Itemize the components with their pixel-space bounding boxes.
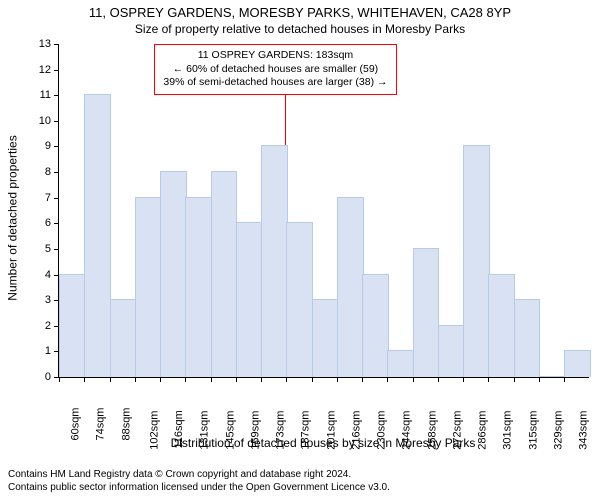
x-tick bbox=[387, 377, 388, 382]
x-tick bbox=[261, 377, 262, 382]
histogram-bar bbox=[312, 299, 339, 377]
y-tick-label: 3 bbox=[45, 294, 59, 306]
y-tick-label: 11 bbox=[40, 89, 59, 101]
x-tick bbox=[135, 377, 136, 382]
x-tick bbox=[312, 377, 313, 382]
annotation-line-2: ← 60% of detached houses are smaller (59… bbox=[163, 63, 387, 77]
x-tick bbox=[362, 377, 363, 382]
x-tick bbox=[514, 377, 515, 382]
footer-attribution: Contains HM Land Registry data © Crown c… bbox=[8, 469, 390, 494]
y-axis-label: Number of detached properties bbox=[5, 51, 19, 384]
histogram-bar bbox=[337, 197, 364, 377]
histogram-bar bbox=[488, 274, 515, 377]
histogram-bar bbox=[438, 325, 465, 377]
histogram-bar bbox=[84, 94, 111, 377]
x-tick bbox=[337, 377, 338, 382]
footer-line-1: Contains HM Land Registry data © Crown c… bbox=[8, 469, 390, 482]
histogram-bar bbox=[110, 299, 137, 377]
x-tick bbox=[539, 377, 540, 382]
y-tick-label: 4 bbox=[45, 269, 59, 281]
x-tick bbox=[236, 377, 237, 382]
histogram-bar bbox=[413, 248, 440, 377]
property-size-chart: 11, OSPREY GARDENS, MORESBY PARKS, WHITE… bbox=[0, 0, 600, 500]
y-tick-label: 8 bbox=[45, 166, 59, 178]
y-tick-label: 2 bbox=[45, 320, 59, 332]
x-tick bbox=[463, 377, 464, 382]
y-tick-label: 10 bbox=[39, 115, 59, 127]
y-tick-label: 5 bbox=[45, 243, 59, 255]
footer-line-2: Contains public sector information licen… bbox=[8, 482, 390, 495]
x-tick bbox=[110, 377, 111, 382]
x-axis-label: Distribution of detached houses by size … bbox=[58, 436, 588, 450]
y-tick-label: 7 bbox=[45, 192, 59, 204]
x-tick bbox=[211, 377, 212, 382]
histogram-bar bbox=[185, 197, 212, 377]
annotation-box: 11 OSPREY GARDENS: 183sqm ← 60% of detac… bbox=[154, 44, 396, 95]
y-tick-label: 9 bbox=[45, 140, 59, 152]
x-tick bbox=[59, 377, 60, 382]
y-tick-label: 1 bbox=[45, 345, 59, 357]
annotation-line-3: 39% of semi-detached houses are larger (… bbox=[163, 76, 387, 90]
histogram-bar bbox=[59, 274, 86, 377]
histogram-bar bbox=[362, 274, 389, 377]
x-tick bbox=[185, 377, 186, 382]
x-tick bbox=[488, 377, 489, 382]
y-tick-label: 12 bbox=[39, 64, 59, 76]
x-tick bbox=[160, 377, 161, 382]
histogram-bar bbox=[135, 197, 162, 377]
histogram-bar bbox=[160, 171, 187, 377]
y-tick-label: 0 bbox=[45, 371, 59, 383]
histogram-bar bbox=[286, 222, 313, 377]
x-tick bbox=[564, 377, 565, 382]
histogram-bar bbox=[211, 171, 238, 377]
histogram-bar bbox=[261, 145, 288, 377]
histogram-bar bbox=[514, 299, 541, 377]
x-tick bbox=[84, 377, 85, 382]
y-tick-label: 13 bbox=[39, 38, 59, 50]
y-tick-label: 6 bbox=[45, 217, 59, 229]
histogram-bar bbox=[236, 222, 263, 377]
chart-title-main: 11, OSPREY GARDENS, MORESBY PARKS, WHITE… bbox=[0, 5, 600, 20]
x-tick bbox=[413, 377, 414, 382]
x-tick bbox=[438, 377, 439, 382]
histogram-bar bbox=[539, 376, 566, 377]
histogram-bar bbox=[564, 350, 591, 377]
histogram-bar bbox=[463, 145, 490, 377]
plot-area: 11 OSPREY GARDENS: 183sqm ← 60% of detac… bbox=[58, 44, 589, 378]
histogram-bar bbox=[387, 350, 414, 377]
x-tick bbox=[286, 377, 287, 382]
chart-title-sub: Size of property relative to detached ho… bbox=[0, 22, 600, 36]
annotation-line-1: 11 OSPREY GARDENS: 183sqm bbox=[163, 49, 387, 63]
